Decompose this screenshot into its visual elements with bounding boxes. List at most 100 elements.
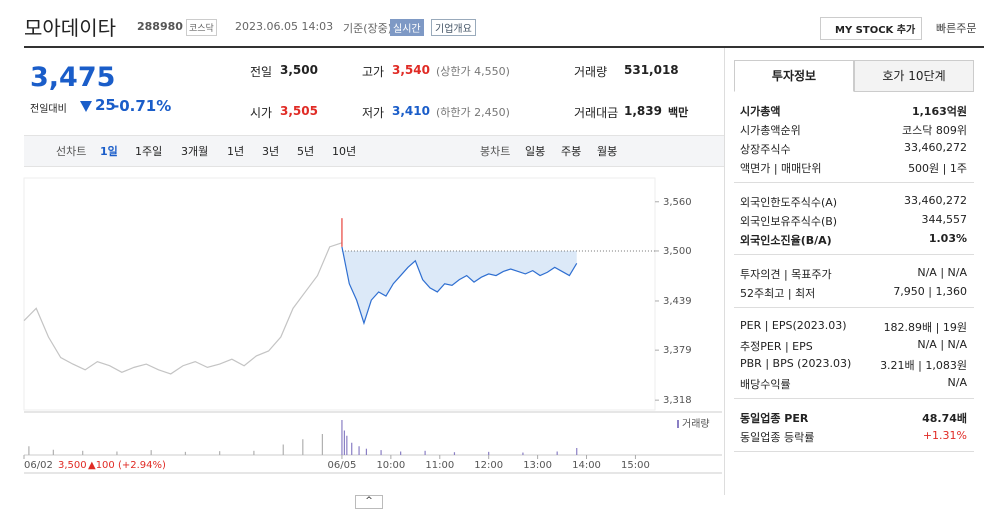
candle-tab[interactable]: 주봉 bbox=[561, 145, 582, 158]
y-tick-label: 3,560 bbox=[663, 197, 692, 208]
info-divider bbox=[734, 182, 974, 183]
x-tick-label: 06/05 bbox=[328, 460, 357, 471]
change-pct: -0.71% bbox=[113, 97, 172, 115]
volume-bar bbox=[302, 439, 304, 455]
period-tab[interactable]: 1일 bbox=[100, 145, 118, 158]
info-divider bbox=[734, 451, 974, 452]
x-tick-label: 13:00 bbox=[523, 460, 552, 471]
company-button[interactable]: 기업개요 bbox=[431, 19, 476, 36]
summary-value: 3,540 bbox=[392, 63, 430, 77]
volume-bar bbox=[522, 452, 524, 455]
info-value: 7,950 | 1,360 bbox=[893, 285, 967, 298]
change: 25 bbox=[95, 96, 116, 114]
info-panel bbox=[733, 60, 973, 455]
info-label: 상장주식수 bbox=[740, 143, 791, 156]
datetime: 2023.06.05 14:03 bbox=[235, 20, 334, 33]
period-tab[interactable]: 10년 bbox=[332, 145, 357, 158]
period-tab[interactable]: 3개월 bbox=[181, 145, 209, 158]
stock-code: 288980 bbox=[137, 20, 183, 33]
volume-bar bbox=[184, 451, 187, 455]
tab-label: 선차트 bbox=[56, 145, 87, 158]
info-value: 344,557 bbox=[921, 213, 968, 226]
volume-bar bbox=[453, 452, 456, 455]
info-value: 500원 | 1주 bbox=[908, 162, 967, 175]
info-label: 외국인소진율(B/A) bbox=[740, 234, 832, 247]
info-value: 코스닥 809위 bbox=[902, 124, 967, 137]
summary-value: 3,500 bbox=[280, 63, 318, 77]
summary-value: 1,839 bbox=[624, 104, 662, 118]
main-panel bbox=[24, 48, 725, 495]
volume-bar bbox=[82, 450, 84, 455]
realtime-badge[interactable]: 실시간 bbox=[390, 19, 424, 36]
info-value: 33,460,272 bbox=[904, 194, 967, 207]
y-tick-label: 3,379 bbox=[663, 345, 692, 356]
info-label: 투자의견 | 목표주가 bbox=[740, 268, 832, 281]
quick-order[interactable]: 빠른주문 bbox=[936, 22, 977, 35]
info-label: 액면가 | 매매단위 bbox=[740, 162, 822, 175]
volume-label: 거래량 bbox=[682, 418, 710, 430]
info-value: 3.21배 | 1,083원 bbox=[880, 359, 967, 372]
footer-change: ▲100 (+2.94%) bbox=[88, 460, 166, 471]
volume-bar bbox=[351, 442, 353, 455]
period-tab[interactable]: 1년 bbox=[227, 145, 245, 158]
price-line bbox=[341, 246, 578, 326]
down-arrow bbox=[80, 101, 92, 112]
stock-name: 모아데이타 bbox=[24, 16, 116, 40]
info-value: 182.89배 | 19원 bbox=[883, 321, 967, 334]
summary-note: (하한가 2,450) bbox=[436, 106, 510, 119]
summary-label: 거래대금 bbox=[574, 106, 619, 120]
volume-bar bbox=[346, 435, 348, 455]
summary-value: 531,018 bbox=[624, 63, 679, 77]
x-tick-label: 11:00 bbox=[425, 460, 454, 471]
y-tick-label: 3,318 bbox=[663, 395, 692, 406]
summary-label: 거래량 bbox=[574, 65, 608, 79]
volume-bar bbox=[253, 450, 255, 455]
chart: 3,560 3,500 3,439 3,379 3,318 거래량 06/02 06/05 10… bbox=[23, 177, 722, 474]
mystock-button[interactable]: MY STOCK 추가 bbox=[820, 17, 922, 40]
x-tick-label: 14:00 bbox=[572, 460, 601, 471]
volume-bar bbox=[365, 448, 368, 455]
info-label: 배당수익률 bbox=[740, 378, 791, 391]
price-line bbox=[23, 242, 343, 375]
info-value: N/A | N/A bbox=[917, 266, 967, 279]
market-badge: 코스닥 bbox=[186, 19, 217, 36]
collapse-button[interactable]: ^ bbox=[355, 495, 383, 509]
info-value: 33,460,272 bbox=[904, 141, 967, 154]
info-tab[interactable]: 호가 10단계 bbox=[854, 60, 974, 92]
info-label: 52주최고 | 최저 bbox=[740, 287, 816, 300]
y-tick-label: 3,439 bbox=[663, 296, 692, 307]
x-tick-label: 15:00 bbox=[621, 460, 650, 471]
info-divider bbox=[734, 254, 974, 255]
tab-label: 봉차트 bbox=[480, 145, 511, 158]
summary-value: 3,505 bbox=[280, 104, 318, 118]
summary-note: 백만 bbox=[668, 106, 689, 119]
candle-tab[interactable]: 일봉 bbox=[525, 145, 546, 158]
footer-price: 3,500 bbox=[58, 460, 87, 471]
period-tab[interactable]: 3년 bbox=[262, 145, 280, 158]
volume-bar bbox=[488, 451, 490, 455]
candle-tab[interactable]: 월봉 bbox=[597, 145, 618, 158]
info-label: 외국인보유주식수(B) bbox=[740, 215, 838, 228]
period-tab[interactable]: 5년 bbox=[297, 145, 315, 158]
volume-bar bbox=[424, 450, 426, 455]
volume-bar bbox=[150, 450, 152, 455]
basis: 기준(장중) bbox=[343, 22, 393, 35]
info-value: N/A bbox=[947, 376, 967, 389]
info-value: 48.74배 bbox=[922, 412, 967, 425]
info-label: 시가총액순위 bbox=[740, 124, 801, 137]
info-tab[interactable]: 투자정보 bbox=[734, 60, 854, 92]
volume-bar bbox=[52, 449, 54, 455]
info-label: 외국인한도주식수(A) bbox=[740, 196, 838, 209]
volume-bar bbox=[116, 451, 118, 455]
info-label: 동일업종 PER bbox=[740, 412, 809, 425]
x-tick-label: 12:00 bbox=[474, 460, 503, 471]
change-label: 전일대비 bbox=[30, 104, 67, 115]
summary-label: 시가 bbox=[250, 106, 273, 120]
info-label: PER | EPS(2023.03) bbox=[740, 319, 847, 332]
info-label: 동일업종 등락률 bbox=[740, 431, 815, 444]
tab-bar bbox=[24, 135, 724, 167]
period-tab[interactable]: 1주일 bbox=[135, 145, 163, 158]
volume-bar bbox=[219, 451, 221, 455]
current-price: 3,475 bbox=[30, 62, 116, 93]
